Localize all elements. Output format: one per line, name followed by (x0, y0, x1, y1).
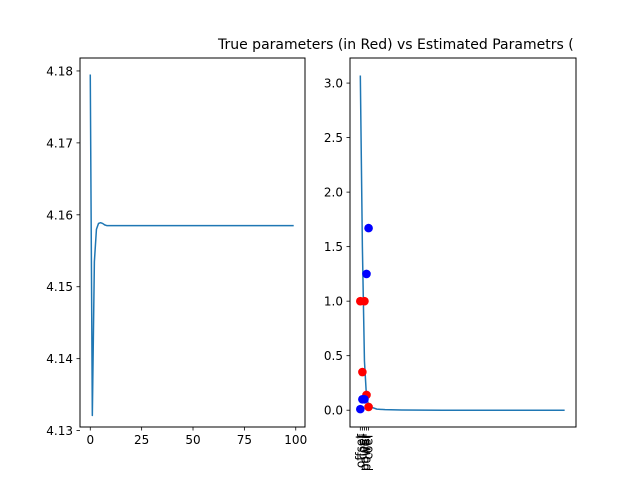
estimated-param-point (356, 404, 365, 414)
right-plot-frame (349, 57, 577, 428)
estimated-param-point (362, 269, 371, 279)
left-plot: 0 25 50 75 100 4.13 4.14 4.15 4.16 4.17 4.18 (46, 57, 307, 447)
x-tick-label: power (360, 434, 374, 471)
y-tick-label: 1.5 (324, 240, 343, 254)
y-tick-label: 2.0 (324, 186, 343, 200)
chart-title: True parameters (in Red) vs Estimated Pa… (217, 37, 574, 53)
y-tick-label: 4.13 (46, 424, 73, 438)
y-tick-label: 0.5 (324, 349, 343, 363)
x-tick-label: coef (362, 433, 376, 459)
right-plot-area (350, 58, 576, 427)
left-plot-frame (79, 57, 306, 428)
right-plot-y-ticks: 0.0 0.5 1.0 1.5 2.0 2.5 3.0 (324, 77, 350, 418)
y-tick-label: 3.0 (324, 77, 343, 91)
y-tick-label: 2.5 (324, 131, 343, 145)
series-line (359, 75, 565, 411)
left-plot-y-ticks: 4.13 4.14 4.15 4.16 4.17 4.18 (46, 64, 80, 438)
y-tick-label: 4.15 (46, 280, 73, 294)
right-plot-marks (356, 75, 565, 414)
x-tick-label: 0 (86, 433, 94, 447)
estimated-param-point (360, 395, 369, 404)
x-tick-label: 50 (185, 433, 200, 447)
y-tick-label: 4.14 (46, 352, 73, 366)
true-param-point (358, 367, 367, 377)
y-tick-label: 4.16 (46, 208, 73, 222)
x-tick-label: 75 (237, 433, 252, 447)
y-tick-label: 0.0 (324, 404, 343, 418)
left-plot-area (80, 58, 305, 427)
x-tick-label: coef (355, 433, 369, 459)
y-tick-label: 4.18 (46, 64, 73, 78)
series-line (89, 74, 294, 417)
left-plot-x-ticks: 0 25 50 75 100 (86, 427, 307, 447)
x-tick-label: 25 (134, 433, 149, 447)
true-param-point (360, 296, 369, 306)
x-tick-label: power (357, 434, 371, 471)
y-tick-label: 1.0 (324, 295, 343, 309)
estimated-param-point (364, 223, 373, 233)
left-plot-marks (89, 74, 294, 417)
x-tick-label: offset (353, 434, 367, 468)
y-tick-label: 4.17 (46, 136, 73, 150)
true-param-point (364, 402, 373, 412)
x-tick-label: 100 (284, 433, 307, 447)
